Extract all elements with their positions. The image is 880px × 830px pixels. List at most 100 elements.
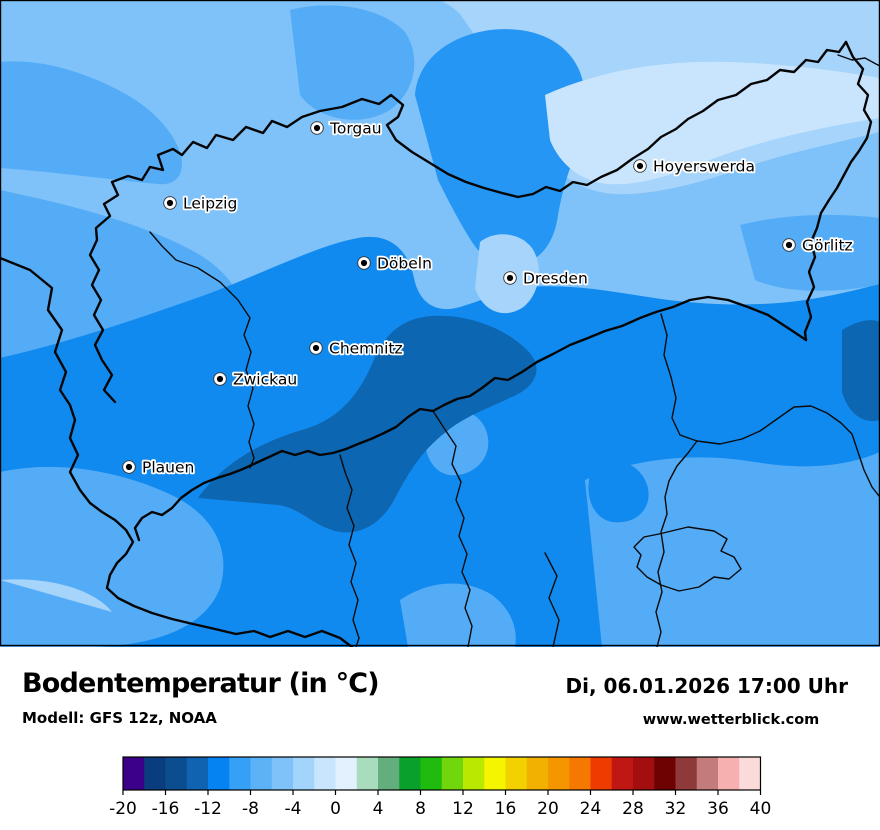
colorbar-tick-label: 36	[707, 799, 729, 819]
colorbar-segment	[484, 757, 506, 790]
temp-region-palest-hoyerswerda	[545, 61, 880, 185]
city-dot	[216, 375, 224, 383]
colorbar-frame	[122, 756, 762, 791]
colorbar-segment	[314, 757, 336, 790]
colorbar-tick-label: -12	[194, 799, 222, 819]
colorbar-segment	[675, 757, 698, 790]
temp-region-medium-topcenter	[290, 5, 415, 120]
district-borders	[149, 54, 880, 647]
colorbar-tick-label: 40	[750, 799, 772, 819]
colorbar-segment	[548, 757, 570, 790]
city-dot	[312, 344, 320, 352]
city-label-zwickau: Zwickau	[233, 371, 297, 389]
city-dot	[360, 259, 368, 267]
city-label-dresden: Dresden	[523, 270, 588, 288]
border-southwest	[0, 256, 354, 647]
city-dot	[313, 124, 321, 132]
colorbar-segment	[271, 757, 294, 790]
colorbar-labels: -20 -16 -12 -8 -4 0 4 8 12 16 20 24 28 32 36 40	[109, 799, 771, 819]
colorbar-tick-label: 20	[537, 799, 559, 819]
colorbar-segment	[611, 757, 634, 790]
colorbar-segment	[526, 757, 549, 790]
colorbar-tick-label: -4	[285, 799, 302, 819]
border-czech	[133, 295, 808, 542]
city-label-torgau: Torgau	[329, 120, 382, 138]
colorbar-tick-label: 32	[665, 799, 687, 819]
city-marker-dresden: Dresden	[503, 268, 590, 289]
temp-region-strong-spot-southeast	[588, 461, 649, 523]
colorbar-segment	[378, 757, 400, 790]
city-marker-chemnitz: Chemnitz	[309, 338, 404, 359]
website-label: www.wetterblick.com	[642, 712, 820, 728]
temp-region-light-southcenter	[400, 583, 516, 647]
colorbar-segment	[123, 757, 145, 790]
colorbar-tick-label: 12	[452, 799, 474, 819]
border-south-vertical-2	[432, 410, 473, 647]
colorbar-segment	[229, 757, 251, 790]
colorbar-segment	[399, 757, 421, 790]
border-leipzig-zwickau	[149, 231, 255, 469]
temperature-colorbar: -20 -16 -12 -8 -4 0 4 8 12 16 20 24 28 32 36 40	[109, 756, 771, 819]
city-dot	[785, 241, 793, 249]
city-marker-dbeln: Döbeln	[357, 253, 434, 274]
city-marker-grlitz: Görlitz	[782, 235, 854, 256]
border-saxony-north	[88, 40, 848, 404]
border-southeast-south	[655, 440, 698, 647]
colorbar-segment	[186, 757, 209, 790]
city-label-grlitz: Görlitz	[802, 237, 853, 255]
model-label: Modell: GFS 12z, NOAA	[22, 709, 217, 727]
colorbar-segment	[654, 757, 676, 790]
state-borders	[0, 40, 873, 647]
datetime-label: Di, 06.01.2026 17:00 Uhr	[565, 674, 848, 698]
temp-region-medium-goerlitz	[740, 214, 880, 291]
border-enclave-loop	[633, 526, 742, 592]
page-title: Bodentemperatur (in °C)	[22, 668, 380, 699]
colorbar-segment	[144, 757, 166, 790]
temp-region-dark-ridge	[198, 315, 537, 533]
colorbar-tick-label: 4	[373, 799, 384, 819]
colorbar-ticks	[122, 790, 762, 795]
temp-region-strong-topcenter	[415, 29, 587, 266]
temp-region-medium-northwest	[0, 61, 182, 185]
colorbar-segment	[208, 757, 230, 790]
border-southeast-north	[660, 313, 698, 442]
border-southcenter	[544, 552, 560, 647]
border-south-vertical-1	[339, 454, 360, 647]
colorbar-tick-label: -20	[109, 799, 137, 819]
city-marker-torgau: Torgau	[310, 118, 383, 139]
colorbar-tick-label: 24	[580, 799, 602, 819]
temperature-regions	[0, 0, 880, 647]
colorbar-segment	[420, 757, 443, 790]
colorbar-segment	[739, 757, 761, 790]
city-marker-hoyerswerda: Hoyerswerda	[633, 156, 757, 177]
colorbar-tick-label: 0	[330, 799, 341, 819]
city-label-hoyerswerda: Hoyerswerda	[653, 158, 755, 176]
colorbar-segment	[356, 757, 379, 790]
city-dot	[636, 162, 644, 170]
temp-region-dark-east-edge	[842, 320, 880, 422]
colorbar-segment	[293, 757, 315, 790]
colorbar-segment	[569, 757, 591, 790]
border-northeast-corner	[837, 54, 880, 67]
colorbar-segment	[463, 757, 485, 790]
colorbar-segment	[696, 757, 719, 790]
colorbar-tick-label: -16	[152, 799, 180, 819]
city-label-dbeln: Döbeln	[377, 255, 432, 273]
colorbar-segment	[590, 757, 613, 790]
colorbar-segments	[123, 757, 761, 790]
colorbar-segment	[441, 757, 464, 790]
temp-region-light-southeast	[585, 452, 880, 647]
city-marker-zwickau: Zwickau	[213, 369, 299, 390]
colorbar-tick-label: -8	[242, 799, 259, 819]
temp-region-pale-southwest-corner	[0, 579, 112, 612]
city-marker-plauen: Plauen	[122, 457, 196, 478]
city-dot	[506, 274, 514, 282]
colorbar-segment	[250, 757, 273, 790]
temperature-map: Torgau Leipzig Hoyerswerda Görlitz Döbeln Dre…	[0, 0, 880, 647]
colorbar-tick-label: 8	[415, 799, 426, 819]
colorbar-segment	[335, 757, 358, 790]
city-label-plauen: Plauen	[142, 459, 194, 477]
border-saxony-east	[803, 40, 873, 342]
border-southeast-east	[696, 405, 880, 497]
